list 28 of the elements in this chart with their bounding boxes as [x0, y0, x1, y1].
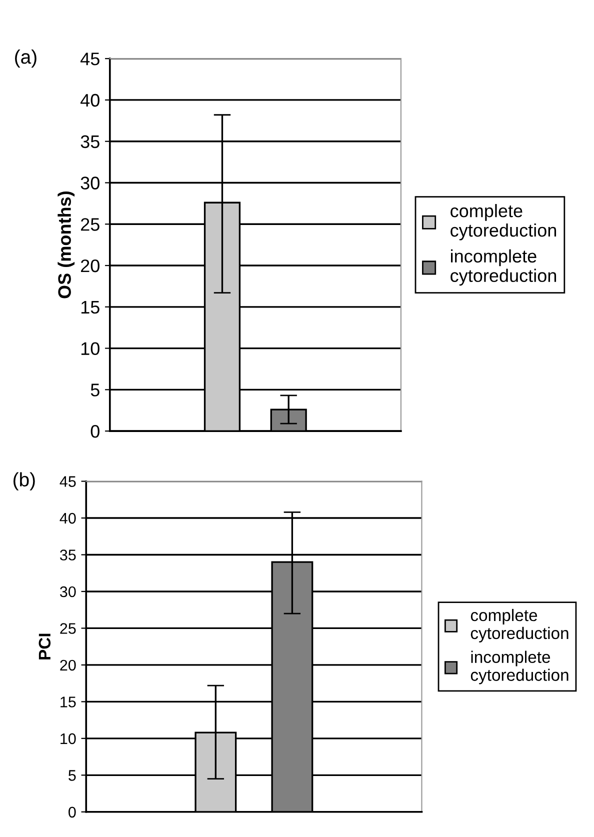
y-tick-label: 45: [60, 476, 76, 487]
y-tick-label: 5: [90, 384, 100, 396]
y-tick-label: 30: [80, 176, 100, 190]
y-axis-title: OS (months): [58, 192, 75, 298]
y-tick-label: 35: [80, 135, 100, 148]
legend-label: incomplete cytoreduction: [470, 650, 568, 684]
text: (b): [14, 472, 35, 490]
y-tick-label: 0: [90, 424, 100, 438]
y-tick-label: 15: [60, 696, 76, 708]
y-tick-label: 40: [80, 94, 100, 107]
y-tick-label: 5: [68, 770, 76, 781]
y-tick-label: 25: [60, 623, 76, 634]
text: (a): [15, 50, 36, 68]
y-tick-label: 40: [60, 512, 76, 524]
y-tick-label: 10: [81, 342, 100, 356]
y-tick-label: 15: [81, 301, 100, 314]
legend-label: complete cytoreduction: [450, 204, 556, 240]
y-tick-label: 30: [60, 586, 76, 598]
y-axis-title: PCI: [38, 634, 51, 660]
y-tick-label: 45: [80, 52, 100, 66]
legend-label: incomplete cytoreduction: [450, 249, 556, 286]
y-tick-label: 10: [60, 733, 76, 744]
y-tick-label: 35: [60, 550, 76, 560]
y-tick-label: 20: [80, 259, 100, 272]
legend-label: complete cytoreduction: [470, 608, 568, 642]
y-tick-label: 0: [68, 806, 76, 818]
y-tick-label: 20: [60, 660, 76, 671]
y-tick-label: 25: [80, 218, 100, 231]
